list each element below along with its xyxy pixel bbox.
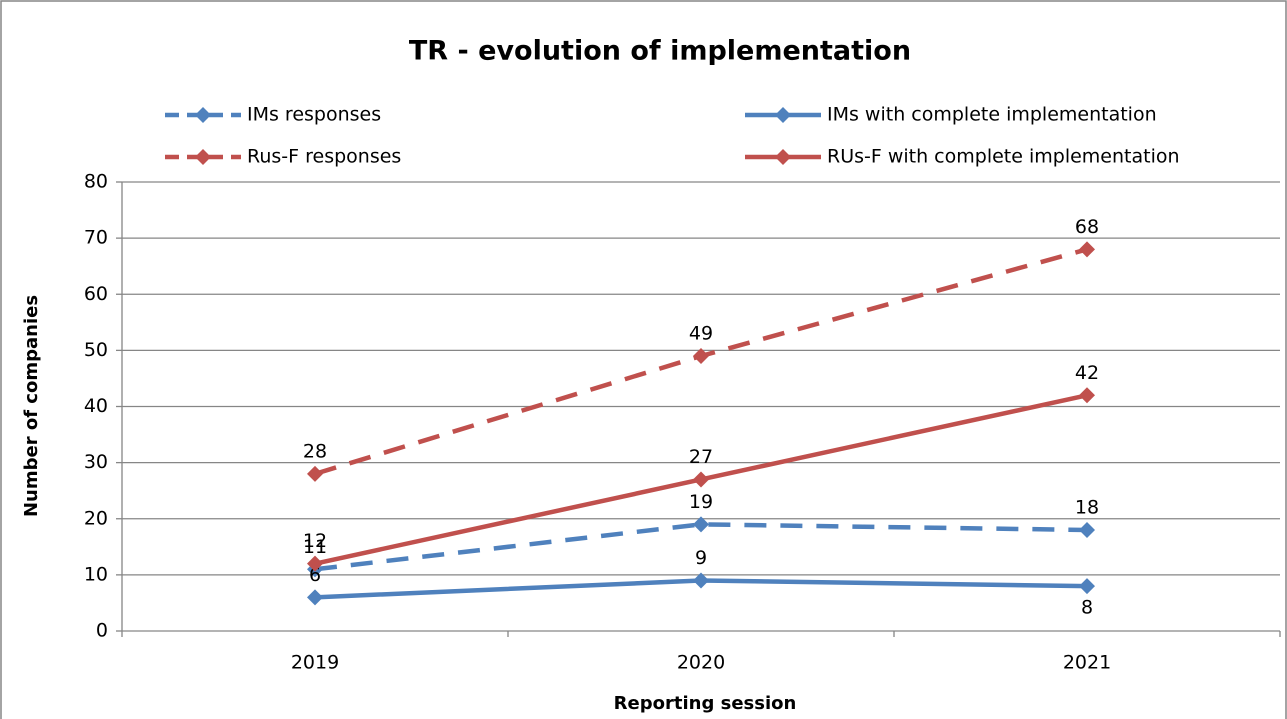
data-label: 68: [1075, 216, 1099, 238]
data-label: 12: [303, 530, 327, 552]
legend-label: IMs responses: [247, 104, 381, 126]
data-point: [693, 572, 709, 589]
legend-marker: [775, 149, 791, 165]
data-point: [307, 555, 323, 572]
x-tick-label: 2020: [677, 652, 725, 674]
y-tick-label: 10: [84, 563, 108, 585]
y-axis-label: Number of companies: [21, 295, 42, 517]
chart-title: TR - evolution of implementation: [409, 36, 911, 67]
x-tick-label: 2019: [291, 652, 339, 674]
x-axis-label: Reporting session: [614, 693, 797, 714]
data-point: [1079, 387, 1095, 404]
legend-marker: [195, 149, 211, 165]
data-point: [1079, 241, 1095, 258]
y-tick-label: 40: [84, 395, 108, 417]
legend-label: Rus-F responses: [247, 146, 401, 168]
data-point: [693, 347, 709, 364]
y-tick-label: 70: [84, 227, 108, 249]
legend-label: IMs with complete implementation: [827, 104, 1157, 126]
data-label: 42: [1075, 362, 1099, 384]
data-label: 6: [309, 564, 321, 586]
data-label: 27: [689, 446, 713, 468]
data-label: 11: [303, 536, 327, 558]
data-label: 8: [1081, 597, 1093, 619]
legend-marker: [775, 107, 791, 123]
y-tick-label: 20: [84, 507, 108, 529]
y-tick-label: 60: [84, 283, 108, 305]
series-line: [314, 522, 1088, 572]
data-label: 18: [1075, 496, 1099, 518]
legend-marker: [195, 107, 211, 123]
data-point: [1079, 521, 1095, 538]
data-label: 9: [695, 547, 707, 569]
data-label: 28: [303, 440, 327, 462]
y-tick-label: 80: [84, 171, 108, 193]
data-point: [693, 516, 709, 533]
x-tick-label: 2021: [1063, 652, 1111, 674]
data-label: 49: [689, 322, 713, 344]
data-point: [307, 465, 323, 482]
data-point: [1079, 578, 1095, 595]
y-tick-label: 50: [84, 339, 108, 361]
data-point: [307, 589, 323, 606]
legend-label: RUs-F with complete implementation: [827, 146, 1180, 168]
y-tick-label: 0: [96, 620, 108, 642]
data-point: [693, 471, 709, 488]
data-label: 19: [689, 491, 713, 513]
y-tick-label: 30: [84, 451, 108, 473]
